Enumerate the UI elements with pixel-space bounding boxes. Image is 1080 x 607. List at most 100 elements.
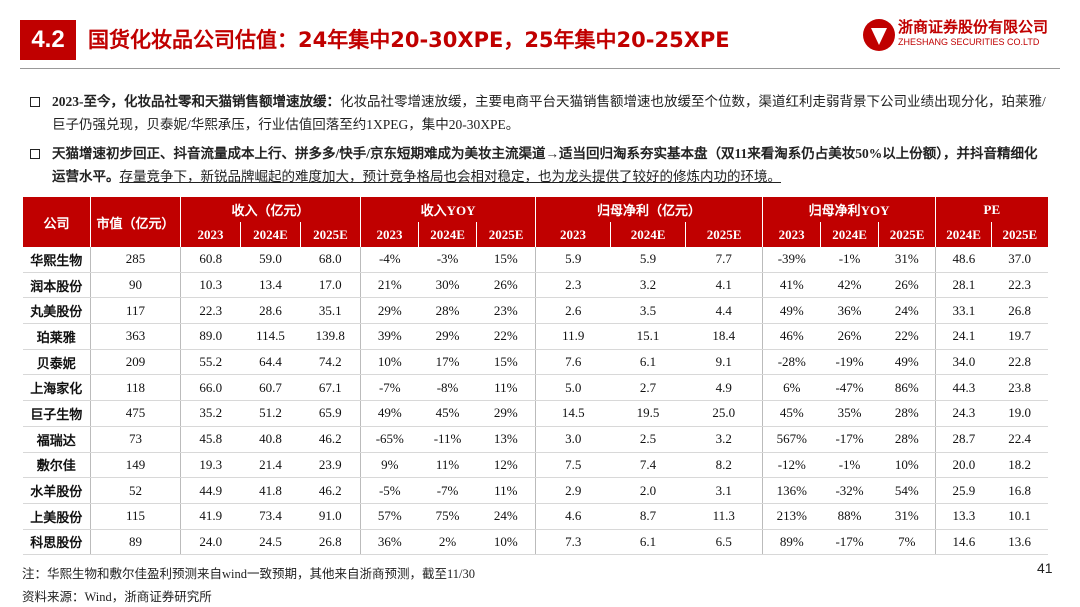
value-cell: 3.1: [685, 477, 763, 504]
company-cell: 润本股份: [22, 272, 91, 299]
value-cell: -3%: [418, 247, 477, 273]
value-cell: 209: [90, 349, 181, 376]
value-cell: -4%: [360, 247, 419, 273]
column-header: 市值（亿元）: [90, 197, 181, 247]
value-cell: -8%: [418, 374, 477, 402]
value-cell: 24.0: [180, 529, 241, 556]
value-cell: 35.2: [180, 400, 241, 427]
value-cell: 22%: [878, 323, 936, 350]
value-cell: 60.7: [240, 374, 301, 402]
value-cell: 9.1: [685, 349, 763, 376]
value-cell: 2.3: [535, 272, 611, 299]
value-cell: -1%: [820, 452, 879, 479]
value-cell: 3.2: [610, 272, 686, 299]
value-cell: 66.0: [180, 374, 241, 402]
value-cell: 5.0: [535, 374, 611, 402]
valuation-table: 公司 市值（亿元） 收入（亿元） 收入YOY 归母净利（亿元） 归母净利YOY PE 2023…: [22, 197, 1048, 556]
value-cell: 33.1: [935, 297, 992, 325]
value-cell: 7.4: [610, 452, 686, 479]
value-cell: 14.6: [935, 529, 992, 556]
value-cell: 22.8: [991, 349, 1048, 376]
value-cell: 2.7: [610, 374, 686, 402]
value-cell: 44.9: [180, 477, 241, 504]
value-cell: 4.4: [685, 297, 763, 325]
value-cell: 21.4: [240, 452, 301, 479]
value-cell: 20.0: [935, 452, 992, 479]
table-row: 珀莱雅 363 89.0 114.5 139.8 39% 29% 22% 11.9 15.1 18.…: [22, 323, 1048, 350]
value-cell: 23%: [476, 297, 536, 325]
company-cell: 珀莱雅: [22, 323, 91, 350]
value-cell: 25.9: [935, 477, 992, 504]
value-cell: 22.3: [991, 272, 1048, 299]
value-cell: 2.0: [610, 477, 686, 504]
value-cell: 24%: [878, 297, 936, 325]
value-cell: 3.2: [685, 426, 763, 453]
value-cell: 29%: [418, 323, 477, 350]
value-cell: 11%: [418, 452, 477, 479]
company-cell: 丸美股份: [22, 297, 91, 325]
value-cell: 49%: [878, 349, 936, 376]
value-cell: 59.0: [240, 247, 301, 273]
value-cell: 35%: [820, 400, 879, 427]
section-number: 4.2: [20, 20, 76, 60]
value-cell: 24.1: [935, 323, 992, 350]
value-cell: 31%: [878, 503, 936, 530]
value-cell: 19.5: [610, 400, 686, 427]
value-cell: 60.8: [180, 247, 241, 273]
value-cell: 31%: [878, 247, 936, 273]
value-cell: -32%: [820, 477, 879, 504]
value-cell: 13.4: [240, 272, 301, 299]
value-cell: 90: [90, 272, 181, 299]
value-cell: 11%: [476, 477, 536, 504]
value-cell: -17%: [820, 529, 879, 556]
value-cell: 19.0: [991, 400, 1048, 427]
table-row: 福瑞达 73 45.8 40.8 46.2 -65% -11% 13% 3.0 2.5 3.2 567…: [22, 426, 1048, 453]
year-header: 2024E: [240, 222, 301, 247]
company-cell: 巨子生物: [22, 400, 91, 427]
value-cell: 88%: [820, 503, 879, 530]
group-header: 归母净利YOY: [762, 197, 936, 222]
value-cell: 2.9: [535, 477, 611, 504]
value-cell: 117: [90, 297, 181, 325]
value-cell: 91.0: [300, 503, 361, 530]
value-cell: 6.1: [610, 529, 686, 556]
value-cell: 285: [90, 247, 181, 273]
value-cell: 7.7: [685, 247, 763, 273]
value-cell: 34.0: [935, 349, 992, 376]
value-cell: 3.5: [610, 297, 686, 325]
value-cell: 4.1: [685, 272, 763, 299]
logo-text-en: ZHESHANG SECURITIES CO.LTD: [898, 37, 1040, 47]
value-cell: 51.2: [240, 400, 301, 427]
value-cell: 35.1: [300, 297, 361, 325]
company-cell: 华熙生物: [22, 247, 91, 273]
source: 资料来源：Wind，浙商证券研究所: [22, 590, 212, 604]
table-row: 水羊股份 52 44.9 41.8 46.2 -5% -7% 11% 2.9 2.0 3.1 136%…: [22, 477, 1048, 504]
company-cell: 贝泰妮: [22, 349, 91, 376]
value-cell: 73.4: [240, 503, 301, 530]
value-cell: 26%: [476, 272, 536, 299]
table-row: 上美股份 115 41.9 73.4 91.0 57% 75% 24% 4.6 8.7 11.3 21…: [22, 503, 1048, 530]
value-cell: 17%: [418, 349, 477, 376]
value-cell: 21%: [360, 272, 419, 299]
logo-icon: [863, 19, 895, 51]
logo-text: 浙商证券股份有限公司: [898, 18, 1049, 36]
value-cell: 36%: [360, 529, 419, 556]
page-number: 41: [1037, 560, 1053, 576]
company-cell: 福瑞达: [22, 426, 91, 453]
value-cell: 28.6: [240, 297, 301, 325]
table-row: 贝泰妮 209 55.2 64.4 74.2 10% 17% 15% 7.6 6.1 9.1 -28%…: [22, 349, 1048, 376]
value-cell: 52: [90, 477, 181, 504]
value-cell: 37.0: [991, 247, 1048, 273]
value-cell: -11%: [418, 426, 477, 453]
header-rule: [20, 68, 1060, 69]
value-cell: 13.3: [935, 503, 992, 530]
company-cell: 上美股份: [22, 503, 91, 530]
value-cell: 567%: [762, 426, 821, 453]
value-cell: 46.2: [300, 426, 361, 453]
value-cell: 25.0: [685, 400, 763, 427]
value-cell: 44.3: [935, 374, 992, 402]
value-cell: 24.5: [240, 529, 301, 556]
value-cell: 17.0: [300, 272, 361, 299]
value-cell: 22%: [476, 323, 536, 350]
value-cell: 10.1: [991, 503, 1048, 530]
